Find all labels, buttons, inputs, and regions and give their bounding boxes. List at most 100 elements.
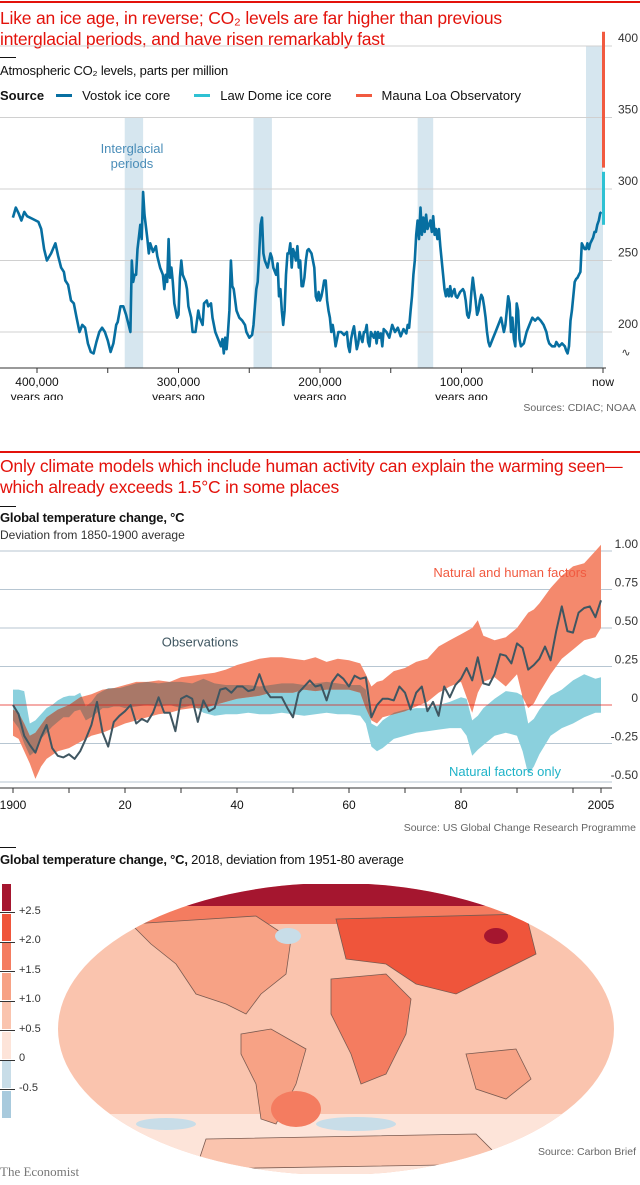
y-tick-label: 0	[631, 691, 638, 705]
chart1-short-rule	[0, 57, 16, 58]
series-line-vostok-ice-core	[11, 190, 603, 355]
legend-tick-label: +2.5	[19, 904, 41, 917]
chart2-short-rule	[0, 506, 16, 507]
x-tick-label: 400,000	[15, 375, 59, 389]
annotation-natural_only: Natural factors only	[449, 764, 561, 779]
chart3-subtitle-light: 2018, deviation from 1951-80 average	[187, 852, 404, 867]
legend-swatch-law-dome	[194, 94, 211, 97]
y-tick-label: -0.25	[611, 730, 639, 744]
chart2-description: Deviation from 1850-1900 average	[0, 528, 185, 542]
chart1-headline-line1: Like an ice age, in reverse; CO₂ levels …	[0, 8, 502, 28]
legend-swatch	[2, 1090, 11, 1118]
x-tick-label: 80	[454, 798, 468, 812]
legend-tick	[0, 1000, 15, 1002]
chart1-subtitle: Atmospheric CO₂ levels, parts per millio…	[0, 63, 229, 78]
section-rule	[0, 451, 640, 453]
chart3-subtitle-bold: Global temperature change, °C,	[0, 852, 188, 867]
chart2-headline: Only climate models which include human …	[0, 456, 623, 498]
legend-tick	[0, 941, 15, 943]
annotation-observations: Observations	[162, 634, 239, 649]
temperature-models-chart: 1.00 0.75 0.50 0.25 0 -0.25 -0.50 1900 20 40 60 80 2…	[0, 537, 639, 812]
interglacial-band	[586, 46, 603, 368]
legend-tick	[0, 971, 15, 972]
y-tick-label: 0.25	[615, 653, 639, 667]
subarctic-band	[58, 906, 614, 924]
x-tick-label: 40	[230, 798, 244, 812]
legend-swatch	[2, 972, 11, 1000]
chart3-short-rule	[0, 847, 16, 848]
legend-swatch-vostok	[56, 94, 73, 97]
legend-tick-label: +1.5	[19, 963, 41, 976]
annotation-natural_human: Natural and human factors	[433, 565, 587, 580]
y-tick-label: 350	[618, 103, 638, 117]
chart1-headline-line2: interglacial periods, and have risen rem…	[0, 29, 385, 49]
x-tick-label: 20	[118, 798, 132, 812]
legend-swatch	[2, 913, 11, 941]
x-tick-label: now	[592, 375, 614, 389]
x-tick-label: 100,000	[440, 375, 484, 389]
legend-swatch	[2, 943, 11, 970]
chart2-subtitle: Global temperature change, °C	[0, 510, 185, 525]
band-natural-and-human-factors	[13, 544, 601, 779]
legend-swatch	[2, 1031, 11, 1059]
southern-ocean-cool-patch	[316, 1117, 396, 1131]
chart2-headline-line1: Only climate models which include human …	[0, 456, 623, 476]
chart1-headline: Like an ice age, in reverse; CO₂ levels …	[0, 8, 502, 50]
legend-title: Source	[0, 88, 45, 103]
y-tick-label: 300	[618, 174, 638, 188]
legend-tick	[0, 1059, 15, 1061]
y-tick-label: 200	[618, 317, 638, 331]
chart3-source: Source: Carbon Brief	[537, 1146, 636, 1158]
x-tick-label-line2: years ago	[11, 390, 64, 400]
legend-label-vostok: Vostok ice core	[82, 88, 171, 103]
chart2-source: Source: US Global Change Research Progra…	[403, 822, 636, 834]
world-temperature-map	[58, 884, 614, 1174]
y-tick-label: 250	[618, 246, 638, 260]
x-tick-label: 2005	[588, 798, 615, 812]
y-tick-label: 0.50	[615, 614, 639, 628]
legend-swatch	[2, 1002, 11, 1029]
interglacial-annotation: periods	[111, 156, 154, 171]
x-tick-label: 200,000	[298, 375, 342, 389]
legend-swatch	[2, 1061, 11, 1088]
siberia-hot-patch	[484, 928, 508, 944]
chart1-source: Sources: CDIAC; NOAA	[523, 402, 636, 414]
top-rule	[0, 1, 640, 3]
axis-break-icon: ∿	[621, 347, 630, 359]
north-atlantic-cool-patch	[275, 928, 301, 944]
x-tick-label-line2: years ago	[294, 390, 347, 400]
x-tick-label: 300,000	[157, 375, 201, 389]
chart1-legend: Source Vostok ice core Law Dome ice core…	[0, 88, 521, 103]
legend-tick-label: -0.5	[19, 1081, 38, 1094]
land-australia	[465, 1048, 532, 1100]
map-body	[58, 884, 614, 1174]
south-pacific-cool-patch	[136, 1118, 196, 1130]
interglacial-band	[124, 117, 144, 368]
weddell-warm-patch	[271, 1091, 321, 1127]
land-antarctica	[195, 1133, 507, 1170]
arctic-band	[58, 884, 614, 906]
land-south-america	[240, 1028, 307, 1125]
legend-tick-label: +1.0	[19, 993, 41, 1005]
land-africa	[330, 973, 412, 1085]
x-tick-label-line2: years ago	[152, 390, 205, 400]
legend-tick-label: +0.5	[19, 1022, 41, 1035]
x-tick-label: 60	[342, 798, 356, 812]
interglacial-band	[417, 117, 434, 368]
legend-tick-label: 0	[19, 1052, 26, 1064]
economist-brand: The Economist	[0, 1164, 80, 1179]
legend-tick	[0, 1089, 15, 1090]
x-tick-label-line2: years ago	[435, 390, 488, 400]
legend-tick	[0, 912, 15, 913]
chart3-subtitle: Global temperature change, °C, 2018, dev…	[0, 852, 404, 867]
legend-label-mauna-loa: Mauna Loa Observatory	[381, 88, 521, 103]
legend-tick	[0, 1030, 15, 1031]
legend-label-law-dome: Law Dome ice core	[220, 88, 332, 103]
legend-tick-label: +2.0	[19, 934, 41, 946]
observations-line	[12, 599, 602, 760]
chart2-headline-line2: which already exceeds 1.5°C in some plac…	[0, 477, 340, 497]
y-tick-label: 1.00	[615, 537, 639, 551]
legend-swatch	[2, 884, 11, 911]
y-tick-label: 0.75	[615, 576, 639, 590]
